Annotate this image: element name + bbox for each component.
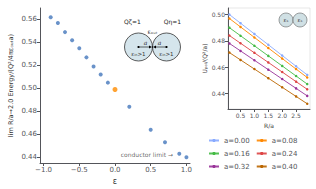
svg-text:R/a: R/a — [264, 122, 274, 129]
svg-text:Qζ=1: Qζ=1 — [124, 18, 141, 26]
svg-text:0.44: 0.44 — [212, 90, 226, 97]
svg-text:εᵢₙ>1: εᵢₙ>1 — [131, 51, 145, 57]
svg-text:0.46: 0.46 — [212, 64, 226, 71]
svg-text:a=0.24: a=0.24 — [272, 150, 298, 158]
svg-text:Qη=1: Qη=1 — [164, 18, 182, 26]
svg-text:0.50: 0.50 — [21, 84, 37, 92]
svg-text:0.48: 0.48 — [21, 107, 37, 115]
svg-text:a: a — [144, 39, 148, 46]
svg-text:0.54: 0.54 — [21, 38, 37, 46]
svg-text:a=0.32: a=0.32 — [224, 163, 250, 171]
svg-text:Uₚₒₗ/(Q²/a): Uₚₒₗ/(Q²/a) — [201, 44, 208, 74]
svg-text:a=0.16: a=0.16 — [224, 150, 250, 158]
svg-text:−0.5: −0.5 — [71, 166, 88, 174]
svg-text:εₒᵤₜ: εₒᵤₜ — [148, 28, 158, 35]
svg-text:conductor limit →: conductor limit → — [121, 151, 173, 158]
svg-text:a=0.40: a=0.40 — [272, 163, 298, 171]
svg-text:εₛ: εₛ — [297, 17, 302, 23]
svg-text:a=0.00: a=0.00 — [224, 137, 250, 145]
svg-text:lim R/a→2.0 Energy/(Q²/4πεₒᵤₜa: lim R/a→2.0 Energy/(Q²/4πεₒᵤₜa) — [7, 34, 15, 137]
svg-text:a=0.08: a=0.08 — [272, 137, 298, 145]
svg-text:0.44: 0.44 — [21, 153, 37, 161]
svg-text:0.52: 0.52 — [21, 61, 37, 69]
svg-text:1.0: 1.0 — [181, 166, 192, 174]
svg-text:0.56: 0.56 — [21, 15, 37, 23]
svg-text:1.5: 1.5 — [264, 112, 274, 119]
svg-text:εᵢₙ>1: εᵢₙ>1 — [159, 51, 173, 57]
svg-text:−1.0: −1.0 — [35, 166, 52, 174]
svg-text:ε: ε — [113, 177, 117, 186]
svg-text:0.0: 0.0 — [109, 166, 120, 174]
svg-text:0.5: 0.5 — [236, 112, 246, 119]
svg-text:0.50: 0.50 — [212, 11, 226, 18]
svg-text:0.5: 0.5 — [145, 166, 156, 174]
svg-text:0.48: 0.48 — [212, 37, 226, 44]
svg-text:0.46: 0.46 — [21, 130, 37, 138]
svg-text:εₛ: εₛ — [283, 17, 288, 23]
svg-text:2.5: 2.5 — [291, 112, 301, 119]
svg-text:a: a — [158, 39, 162, 46]
svg-text:1.0: 1.0 — [250, 112, 260, 119]
svg-text:2.0: 2.0 — [277, 112, 287, 119]
